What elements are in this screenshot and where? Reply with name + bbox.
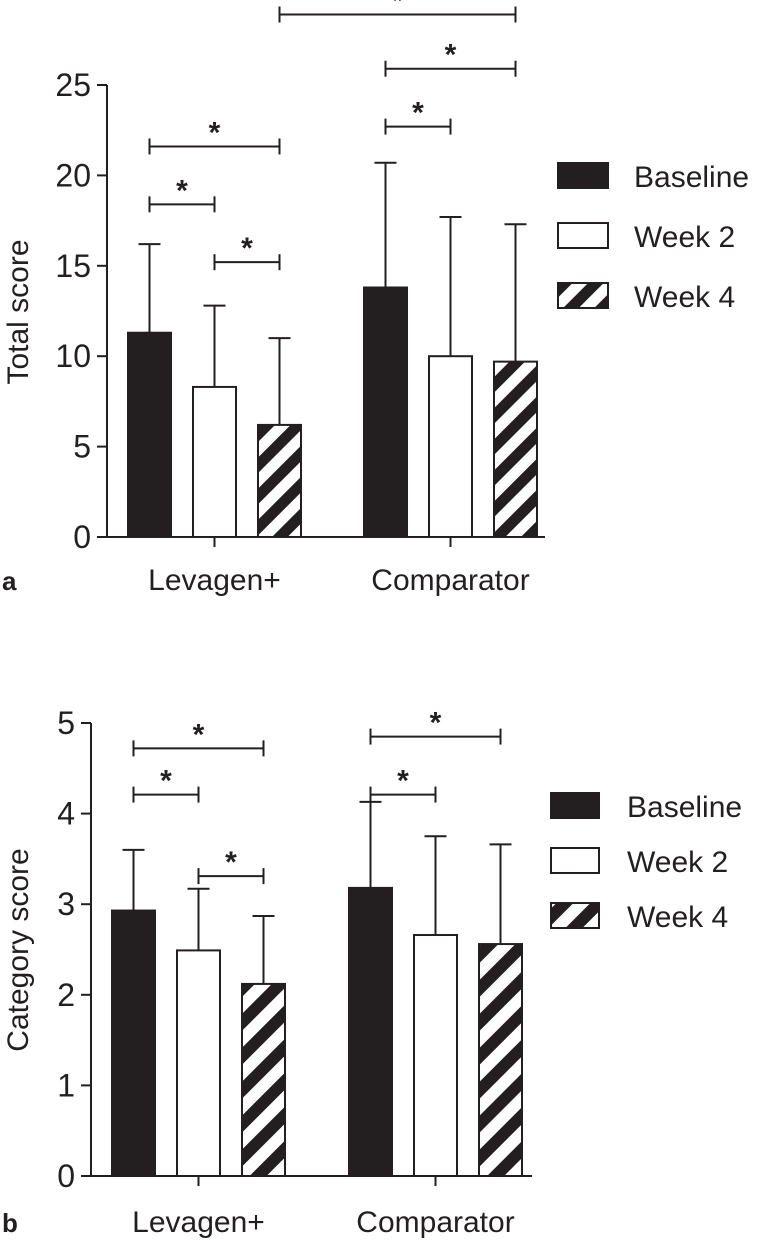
y-tick-label: 3	[57, 886, 75, 922]
y-axis-title: Category score	[2, 848, 35, 1051]
significance-star: *	[225, 846, 237, 879]
legend-swatch	[557, 282, 609, 309]
legend-label: Baseline	[627, 791, 742, 824]
legend-swatch	[557, 222, 609, 249]
bar	[428, 355, 473, 539]
category-label: Comparator	[371, 564, 529, 597]
category-label: Comparator	[356, 1206, 514, 1239]
significance-star: *	[445, 39, 457, 72]
significance-star: *	[160, 765, 172, 798]
legend-label: Week 4	[634, 281, 735, 314]
bar	[493, 360, 538, 538]
legend-swatch	[550, 847, 600, 874]
significance-star: *	[176, 174, 188, 207]
y-tick-label: 10	[55, 338, 91, 374]
y-axis-title: Total score	[2, 239, 35, 384]
significance-star: *	[430, 707, 442, 740]
legend-swatch	[550, 902, 600, 929]
y-tick-label: 25	[55, 67, 91, 103]
bar	[363, 286, 408, 538]
legend-label: Baseline	[634, 161, 749, 194]
y-tick-label: 1	[57, 1067, 75, 1103]
bar	[257, 423, 302, 538]
y-tick-label: 4	[57, 796, 75, 832]
significance-star: *	[412, 97, 424, 130]
bar	[241, 982, 286, 1177]
bar	[478, 943, 523, 1178]
significance-star: *	[392, 0, 404, 17]
category-label: Levagen+	[132, 1206, 265, 1239]
y-tick-label: 20	[55, 157, 91, 193]
legend-label: Week 4	[627, 901, 728, 934]
legend-swatch	[550, 792, 600, 819]
bar	[176, 949, 221, 1177]
y-tick-label: 2	[57, 977, 75, 1013]
bar	[111, 909, 156, 1177]
chart-panel-a: 0 5 10 15 20 25 Total score Levagen+ Comparator a…	[2, 0, 749, 597]
y-tick-label: 0	[57, 1158, 75, 1194]
panel-letter: a	[2, 566, 17, 596]
y-tick-label: 5	[73, 429, 91, 465]
category-label: Levagen+	[148, 564, 281, 597]
significance-star: *	[193, 718, 205, 751]
significance-star: *	[209, 116, 221, 149]
bar	[127, 331, 172, 539]
legend-label: Week 2	[634, 221, 735, 254]
significance-star: *	[397, 765, 409, 798]
y-tick-label: 15	[55, 248, 91, 284]
y-tick-label: 5	[57, 705, 75, 741]
legend-swatch	[557, 162, 609, 189]
significance-star: *	[241, 232, 253, 265]
panel-letter: b	[2, 1208, 18, 1238]
chart-panel-b: 0 1 2 3 4 5 Category score Levagen+ Comparator b *…	[2, 705, 742, 1239]
y-tick-label: 0	[73, 519, 91, 555]
bar	[348, 886, 393, 1178]
legend-label: Week 2	[627, 846, 728, 879]
bar	[192, 385, 237, 538]
bar	[413, 934, 458, 1178]
